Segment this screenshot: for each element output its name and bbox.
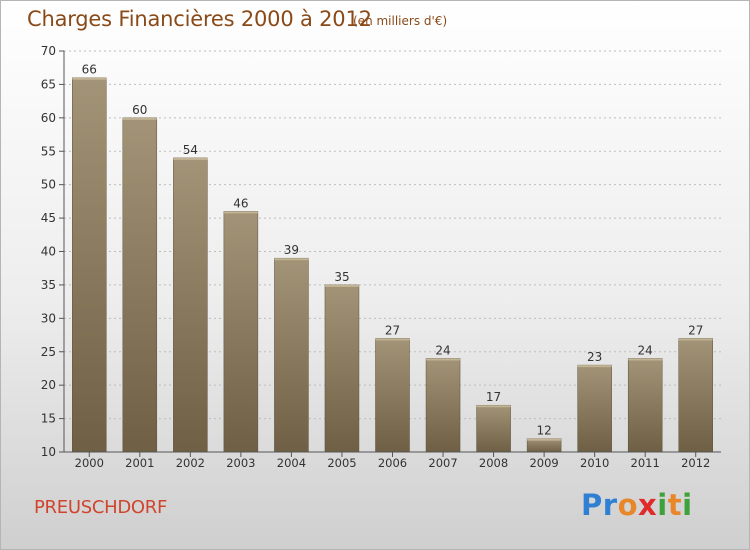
bar — [223, 211, 259, 453]
x-tick-label: 2004 — [277, 456, 306, 470]
y-tick-label: 30 — [41, 311, 56, 325]
logo-letter: r — [602, 488, 618, 522]
y-tick-label: 20 — [41, 378, 56, 392]
bar-top-highlight — [223, 211, 258, 214]
bar — [72, 77, 107, 453]
bar-top-highlight — [274, 258, 309, 261]
logo-letter: t — [667, 488, 683, 522]
bar-top-highlight — [375, 338, 410, 341]
y-tick-label: 25 — [41, 345, 56, 359]
y-tick-label: 35 — [41, 278, 56, 292]
data-labels: 66 60 54 46 39 35 27 24 17 12 23 24 27 — [82, 63, 704, 438]
x-tick-label: 2010 — [580, 456, 609, 470]
y-tick-label: 50 — [41, 178, 56, 192]
commune-name: PREUSCHDORF — [34, 497, 168, 518]
data-label: 54 — [183, 143, 198, 157]
data-label: 27 — [385, 323, 400, 337]
y-tick-label: 70 — [41, 44, 56, 58]
chart-title: Charges Financières 2000 à 2012 — [27, 7, 372, 31]
logo-letter: o — [617, 488, 639, 522]
y-tick-label: 10 — [41, 445, 56, 459]
bar — [425, 358, 461, 453]
bar — [122, 117, 158, 453]
x-tick-label: 2002 — [176, 456, 205, 470]
bar-top-highlight — [476, 405, 511, 408]
data-label: 12 — [536, 424, 551, 438]
data-label: 39 — [284, 243, 299, 257]
bar — [577, 364, 612, 453]
x-tick-label: 2005 — [327, 456, 356, 470]
axes: 10 15 20 25 30 35 40 45 50 55 60 65 70 2000 2001 2002 20… — [41, 44, 721, 470]
y-tick-label: 55 — [41, 144, 56, 158]
logo-letter: P — [581, 488, 603, 522]
bar — [324, 284, 360, 453]
bar — [476, 404, 511, 453]
data-label: 23 — [587, 350, 602, 364]
bar — [274, 257, 309, 453]
bar-top-highlight — [577, 365, 612, 368]
x-tick-label: 2008 — [479, 456, 508, 470]
bars — [72, 77, 713, 453]
bar-top-highlight — [173, 157, 208, 160]
x-tick-label: 2009 — [529, 456, 558, 470]
bar-top-highlight — [628, 358, 663, 361]
data-label: 66 — [82, 63, 97, 77]
x-tick-label: 2011 — [631, 456, 660, 470]
proxiti-logo[interactable]: Proxiti — [581, 488, 693, 522]
logo-letter: x — [638, 488, 658, 522]
x-tick-label: 2003 — [226, 456, 255, 470]
y-tick-label: 15 — [41, 412, 56, 426]
bar-top-highlight — [324, 284, 359, 287]
data-label: 27 — [688, 323, 703, 337]
chart-subtitle: (en milliers d'€) — [353, 14, 448, 28]
bar — [173, 157, 208, 453]
y-tick-label: 40 — [41, 245, 56, 259]
x-tick-label: 2001 — [125, 456, 154, 470]
bar-top-highlight — [122, 117, 157, 120]
logo-letter: i — [657, 488, 668, 522]
data-label: 60 — [132, 103, 147, 117]
y-tick-label: 60 — [41, 111, 56, 125]
data-label: 17 — [486, 390, 501, 404]
bar-top-highlight — [426, 358, 461, 361]
x-tick-label: 2006 — [378, 456, 407, 470]
x-tick-label: 2012 — [681, 456, 710, 470]
bar — [375, 338, 410, 453]
data-label: 46 — [233, 196, 248, 210]
bar-top-highlight — [678, 338, 713, 341]
data-label: 24 — [435, 343, 450, 357]
y-tick-label: 65 — [41, 77, 56, 91]
bar — [627, 358, 663, 453]
x-tick-label: 2000 — [75, 456, 104, 470]
y-tick-label: 45 — [41, 211, 56, 225]
data-label: 35 — [334, 270, 349, 284]
data-label: 24 — [638, 343, 653, 357]
bar — [526, 438, 562, 453]
x-tick-label: 2007 — [428, 456, 457, 470]
bar-top-highlight — [527, 438, 562, 441]
logo-letter: i — [682, 488, 693, 522]
bar — [678, 338, 713, 453]
bar-top-highlight — [72, 77, 107, 80]
